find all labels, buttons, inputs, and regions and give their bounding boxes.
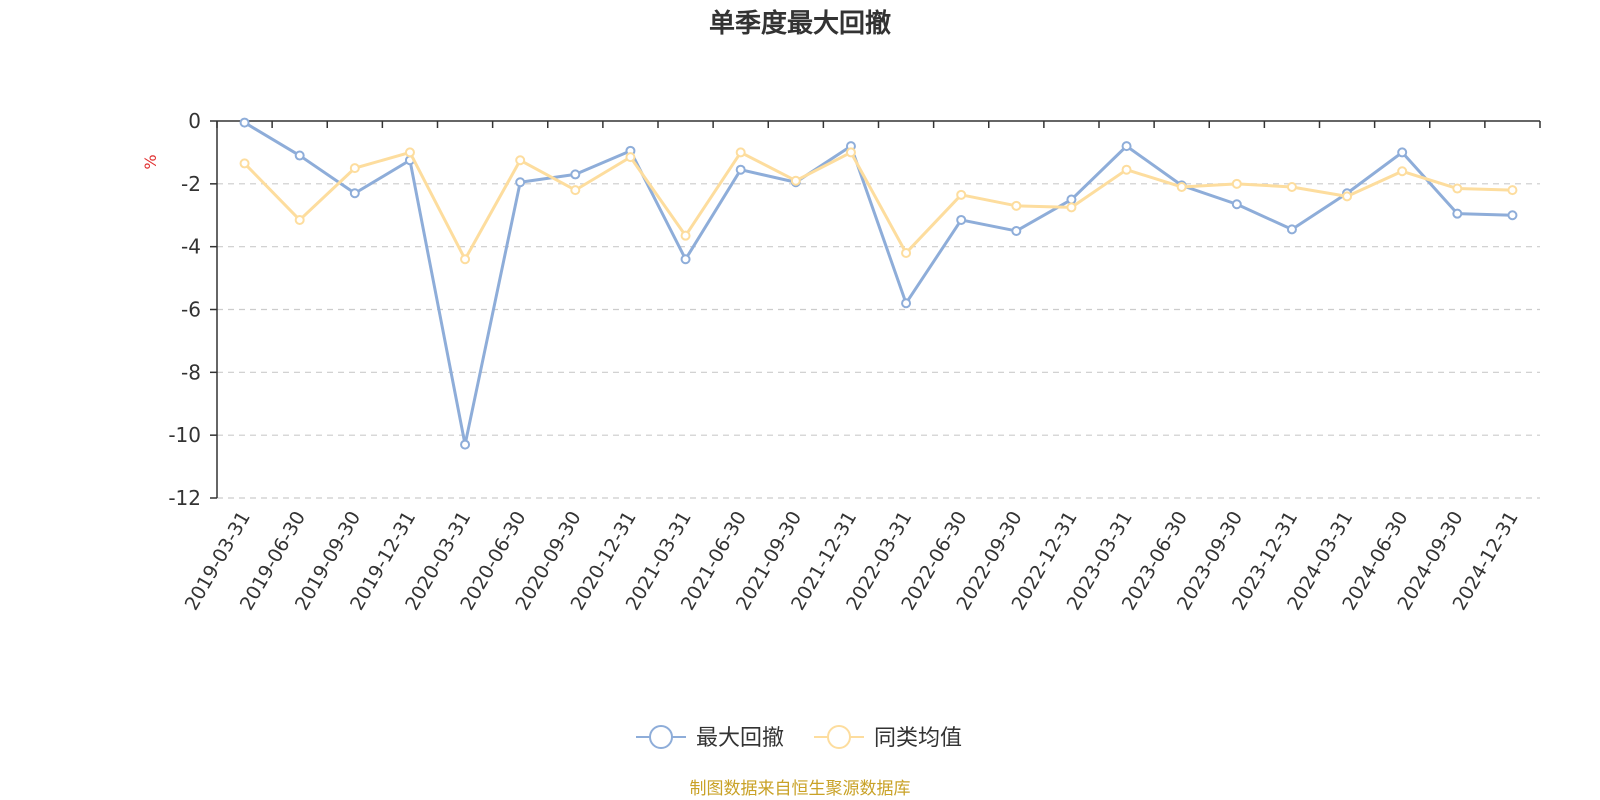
data-point	[404, 147, 415, 158]
data-point	[570, 185, 581, 196]
data-point	[956, 189, 967, 200]
data-point	[1231, 199, 1242, 210]
data-point	[790, 175, 801, 186]
data-point	[1452, 183, 1463, 194]
y-axis-unit: %	[141, 154, 160, 169]
data-point	[515, 177, 526, 188]
legend[interactable]: 最大回撤 同类均值	[636, 725, 962, 751]
data-point	[1066, 194, 1077, 205]
data-point	[349, 188, 360, 199]
legend-item-1[interactable]: 最大回撤	[636, 725, 784, 751]
y-tick-label: -8	[181, 360, 201, 384]
series-2	[239, 147, 1518, 265]
data-point	[1011, 200, 1022, 211]
data-point	[570, 169, 581, 180]
data-point	[901, 247, 912, 258]
data-point	[294, 214, 305, 225]
y-tick-labels: 0 -2 -4 -6 -8 -10 -12	[168, 109, 201, 510]
data-point	[1507, 210, 1518, 221]
y-tick-label: -4	[181, 235, 201, 259]
data-point	[1286, 181, 1297, 192]
grid-lines	[217, 183, 1540, 499]
data-point	[680, 254, 691, 265]
y-tick-label: -12	[168, 486, 201, 510]
series-line	[243, 150, 1513, 261]
y-tick-label: -6	[181, 298, 201, 322]
data-point	[1397, 147, 1408, 158]
series-line	[243, 121, 1513, 447]
x-tick-labels: 2019-03-312019-06-302019-09-302019-12-31…	[181, 508, 1523, 615]
legend-item-2[interactable]: 同类均值	[814, 725, 962, 751]
data-point	[1121, 141, 1132, 152]
data-point	[239, 117, 250, 128]
legend-label: 最大回撤	[696, 726, 784, 751]
data-source-note: 制图数据来自恒生聚源数据库	[690, 779, 911, 799]
data-point	[1286, 224, 1297, 235]
data-point	[845, 147, 856, 158]
y-tick-label: -2	[181, 172, 201, 196]
data-point	[515, 155, 526, 166]
data-point	[239, 158, 250, 169]
chart-title: 单季度最大回撤	[709, 8, 891, 39]
data-point	[735, 164, 746, 175]
data-point	[1452, 208, 1463, 219]
legend-marker	[827, 725, 851, 749]
data-point	[1231, 178, 1242, 189]
data-point	[901, 298, 912, 309]
data-point	[625, 152, 636, 163]
data-point	[1507, 185, 1518, 196]
data-point	[1121, 164, 1132, 175]
data-point	[1176, 181, 1187, 192]
data-point	[956, 214, 967, 225]
legend-label: 同类均值	[874, 726, 962, 751]
axes	[210, 120, 1541, 499]
data-point	[460, 254, 471, 265]
legend-marker	[649, 725, 673, 749]
data-point	[460, 439, 471, 450]
series-1	[239, 117, 1518, 450]
data-point	[1342, 191, 1353, 202]
series-lines	[239, 117, 1518, 450]
data-point	[349, 163, 360, 174]
data-point	[735, 147, 746, 158]
y-tick-label: 0	[188, 109, 201, 133]
data-point	[680, 230, 691, 241]
data-point	[1011, 225, 1022, 236]
data-point	[1066, 202, 1077, 213]
y-tick-label: -10	[168, 423, 201, 447]
data-point	[1397, 166, 1408, 177]
data-point	[294, 150, 305, 161]
